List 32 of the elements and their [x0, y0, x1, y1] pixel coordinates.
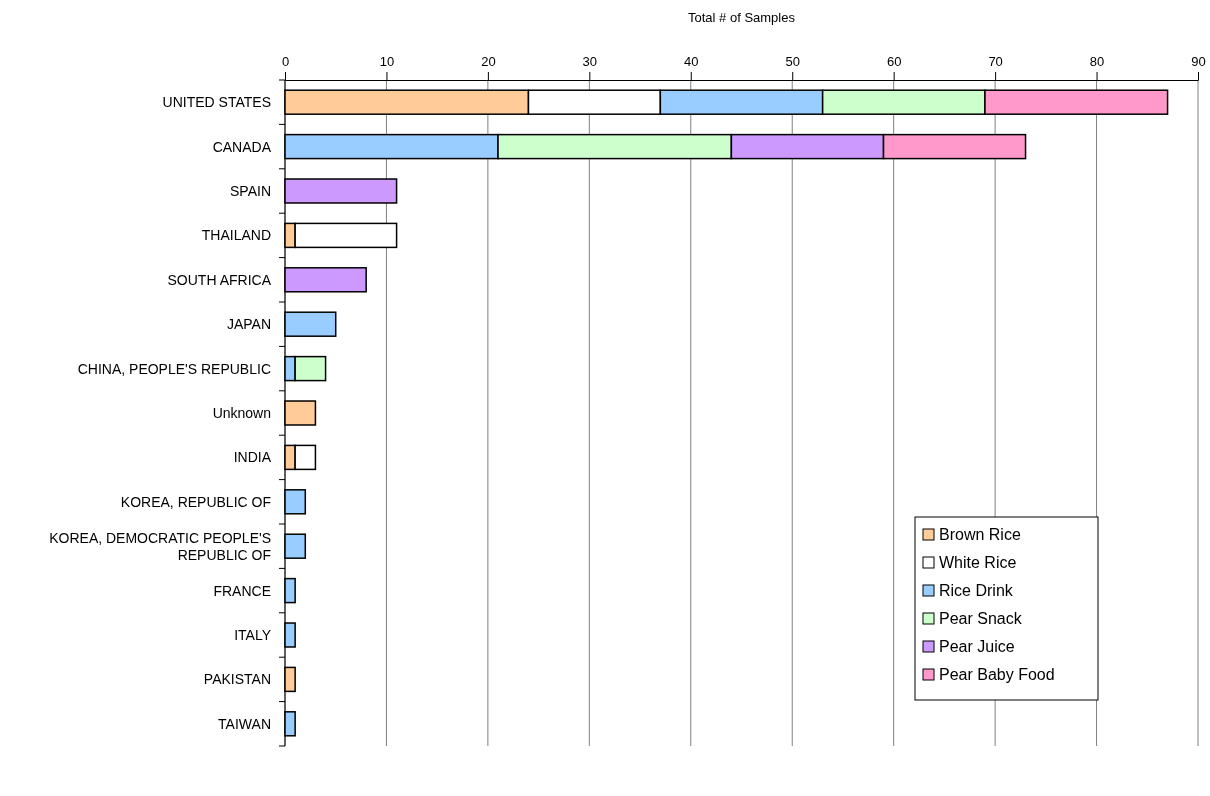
y-tick-label: JAPAN: [226, 316, 271, 333]
y-tick-label: SPAIN: [230, 183, 271, 199]
y-tick-label: Unknown: [212, 405, 271, 421]
y-tick-label: CHINA, PEOPLE'S REPUBLIC: [77, 360, 271, 377]
x-tick-label: 20: [481, 54, 496, 69]
x-tick-label: 70: [988, 54, 1003, 69]
legend-label: Rice Drink: [939, 582, 1014, 599]
y-tick-label: KOREA, REPUBLIC OF: [120, 493, 271, 510]
y-tick-label: ITALY: [234, 627, 272, 643]
y-tick-label: CANADA: [212, 138, 272, 155]
legend-label: Pear Snack: [939, 610, 1023, 627]
legend-label: Brown Rice: [939, 526, 1021, 543]
legend-label: Pear Juice: [939, 638, 1015, 655]
x-tick-label: 60: [886, 54, 902, 69]
y-tick-label: INDIA: [233, 449, 272, 466]
y-tick-label: FRANCE: [213, 582, 271, 599]
y-tick-label: TAIWAN: [218, 715, 271, 732]
y-tick-label: KOREA, DEMOCRATIC PEOPLE'S REPUBLIC OF: [49, 529, 271, 563]
legend-label: Pear Baby Food: [939, 666, 1055, 683]
x-tick-label: 40: [684, 54, 699, 69]
x-tick-label: 80: [1089, 54, 1105, 69]
legend-label: White Rice: [939, 554, 1017, 571]
x-tick-label: 10: [379, 54, 395, 69]
y-tick-label: UNITED STATES: [162, 94, 271, 111]
y-tick-label: PAKISTAN: [203, 671, 271, 688]
x-tick-label: 0: [281, 54, 290, 69]
x-tick-label: 50: [785, 54, 800, 69]
x-tick-label: 90: [1191, 54, 1206, 69]
x-axis-title: Total # of Samples: [688, 10, 796, 25]
y-tick-label: SOUTH AFRICA: [167, 271, 272, 288]
x-tick-label: 30: [582, 54, 598, 69]
y-tick-label: THAILAND: [201, 227, 271, 244]
